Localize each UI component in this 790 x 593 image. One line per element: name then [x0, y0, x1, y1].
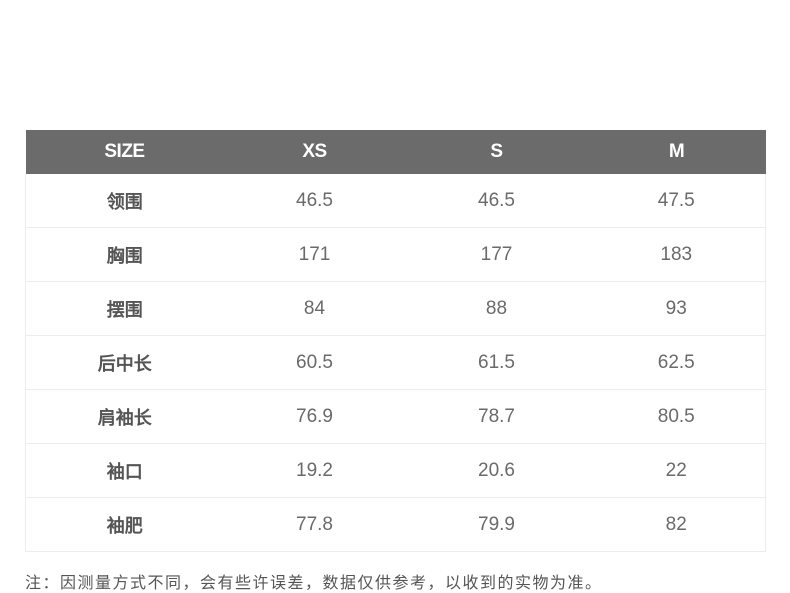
table-row: 袖口 19.2 20.6 22: [25, 443, 766, 498]
size-value: 80.5: [587, 389, 766, 444]
table-row: 肩袖长 76.9 78.7 80.5: [25, 389, 766, 444]
measurement-label: 摆围: [25, 281, 224, 336]
measurement-label: 胸围: [25, 227, 224, 282]
size-value: 88: [405, 281, 588, 336]
size-value: 20.6: [405, 443, 588, 498]
table-row: 胸围 171 177 183: [25, 227, 766, 282]
size-value: 46.5: [223, 174, 406, 228]
size-value: 84: [223, 281, 406, 336]
size-value: 76.9: [223, 389, 406, 444]
size-value: 47.5: [587, 174, 766, 228]
size-value: 19.2: [223, 443, 406, 498]
table-row: 摆围 84 88 93: [25, 281, 766, 336]
column-header: S: [405, 130, 588, 174]
measurement-label: 领围: [25, 174, 224, 228]
size-value: 79.9: [405, 497, 588, 552]
size-value: 171: [223, 227, 406, 282]
column-header: XS: [223, 130, 406, 174]
measurement-label: 袖口: [25, 443, 224, 498]
size-chart-table: SIZE XS S M 领围 46.5 46.5 47.5 胸围 171 177 183 摆围 84 88…: [25, 130, 766, 552]
table-row: 后中长 60.5 61.5 62.5: [25, 335, 766, 390]
column-header: M: [587, 130, 766, 174]
size-value: 77.8: [223, 497, 406, 552]
size-value: 78.7: [405, 389, 588, 444]
measurement-label: 袖肥: [25, 497, 224, 552]
measurement-note: 注：因测量方式不同，会有些许误差，数据仅供参考，以收到的实物为准。: [25, 573, 603, 592]
size-value: 183: [587, 227, 766, 282]
table-row: 领围 46.5 46.5 47.5: [25, 174, 766, 228]
size-value: 60.5: [223, 335, 406, 390]
size-value: 82: [587, 497, 766, 552]
header-row: SIZE XS S M: [25, 130, 766, 174]
column-header: SIZE: [25, 130, 224, 174]
size-value: 177: [405, 227, 588, 282]
table-row: 袖肥 77.8 79.9 82: [25, 497, 766, 552]
measurement-label: 肩袖长: [25, 389, 224, 444]
size-value: 93: [587, 281, 766, 336]
size-value: 46.5: [405, 174, 588, 228]
size-value: 62.5: [587, 335, 766, 390]
size-value: 61.5: [405, 335, 588, 390]
size-value: 22: [587, 443, 766, 498]
measurement-label: 后中长: [25, 335, 224, 390]
